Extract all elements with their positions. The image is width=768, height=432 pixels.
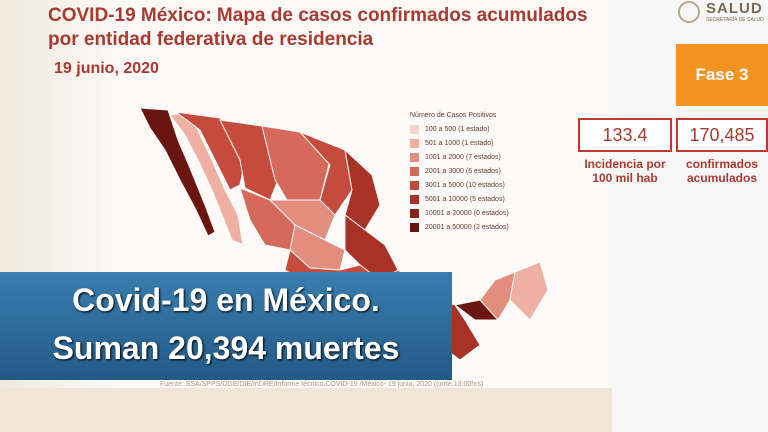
- legend-items: 100 a 500 (1 estado) 501 a 1000 (1 estado…: [410, 122, 509, 234]
- stat-label: Incidencia por 100 mil hab: [578, 157, 672, 185]
- legend-label: 5001 a 10000 (5 estados): [425, 195, 505, 203]
- title-line: COVID-19 México: Mapa de casos confirmad…: [48, 5, 588, 26]
- title: COVID-19 México: Mapa de casos confirmad…: [48, 4, 588, 52]
- seal: [678, 1, 700, 23]
- legend-swatch: [410, 222, 419, 232]
- legend-item: 501 a 1000 (1 estado): [410, 136, 509, 150]
- stat-label-line: confirmados: [685, 157, 758, 171]
- logo: SALUD SECRETARÍA DE SALUD: [676, 0, 768, 28]
- legend-swatch: [410, 166, 419, 176]
- legend: Número de Casos Positivos 100 a 500 (1 e…: [410, 112, 509, 234]
- footer-band: [0, 388, 612, 432]
- stat-value: 170,485: [676, 118, 768, 152]
- legend-item: 2001 a 3000 (6 estados): [410, 164, 509, 178]
- legend-item: 1001 a 2000 (7 estados): [410, 150, 509, 164]
- legend-title: Número de Casos Positivos: [410, 112, 497, 119]
- phase: Fase 3: [676, 44, 768, 106]
- legend-swatch: [410, 208, 419, 218]
- legend-item: 5001 a 10000 (5 estados): [410, 192, 509, 206]
- legend-item: 10001 a 20000 (0 estados): [410, 206, 509, 220]
- logo-name: SALUD: [706, 0, 763, 17]
- caption-line: Covid-19 en México.: [72, 282, 380, 318]
- legend-label: 2001 a 3000 (6 estados): [425, 167, 501, 175]
- legend-label: 10001 a 20000 (0 estados): [425, 209, 509, 217]
- legend-label: 1001 a 2000 (7 estados): [425, 153, 501, 161]
- title-line: por entidad federativa de residencia: [48, 29, 374, 50]
- legend-label: 3001 a 5000 (10 estados): [425, 181, 505, 189]
- state: [139, 107, 216, 237]
- legend-item: 20001 a 50000 (2 estados): [410, 220, 509, 234]
- stat-label-line: Incidencia por: [584, 157, 666, 171]
- stat-label-line: 100 mil hab: [592, 171, 658, 185]
- legend-label: 501 a 1000 (1 estado): [425, 139, 494, 147]
- legend-swatch: [410, 180, 419, 190]
- state: [269, 199, 336, 241]
- legend-swatch: [410, 194, 419, 204]
- legend-item: 100 a 500 (1 estado): [410, 122, 509, 136]
- source: Fuente: SSA/SPPS/DGE/DIE/InDRE/Informe t…: [160, 381, 484, 388]
- date: 19 junio, 2020: [54, 60, 159, 77]
- logo-subtitle: SECRETARÍA DE SALUD: [706, 17, 764, 23]
- caption-line: Suman 20,394 muertes: [52, 330, 400, 366]
- legend-swatch: [410, 124, 419, 134]
- legend-label: 20001 a 50000 (2 estados): [425, 223, 509, 231]
- stat-label: confirmados acumulados: [676, 157, 768, 185]
- legend-swatch: [410, 138, 419, 148]
- legend-item: 3001 a 5000 (10 estados): [410, 178, 509, 192]
- state: [509, 261, 549, 321]
- caption-banner: Covid-19 en México. Suman 20,394 muertes: [0, 272, 452, 380]
- stat-value: 133.4: [578, 118, 672, 152]
- stat-label-line: acumulados: [686, 171, 758, 185]
- state: [169, 111, 244, 246]
- legend-label: 100 a 500 (1 estado): [425, 125, 490, 133]
- legend-swatch: [410, 152, 419, 162]
